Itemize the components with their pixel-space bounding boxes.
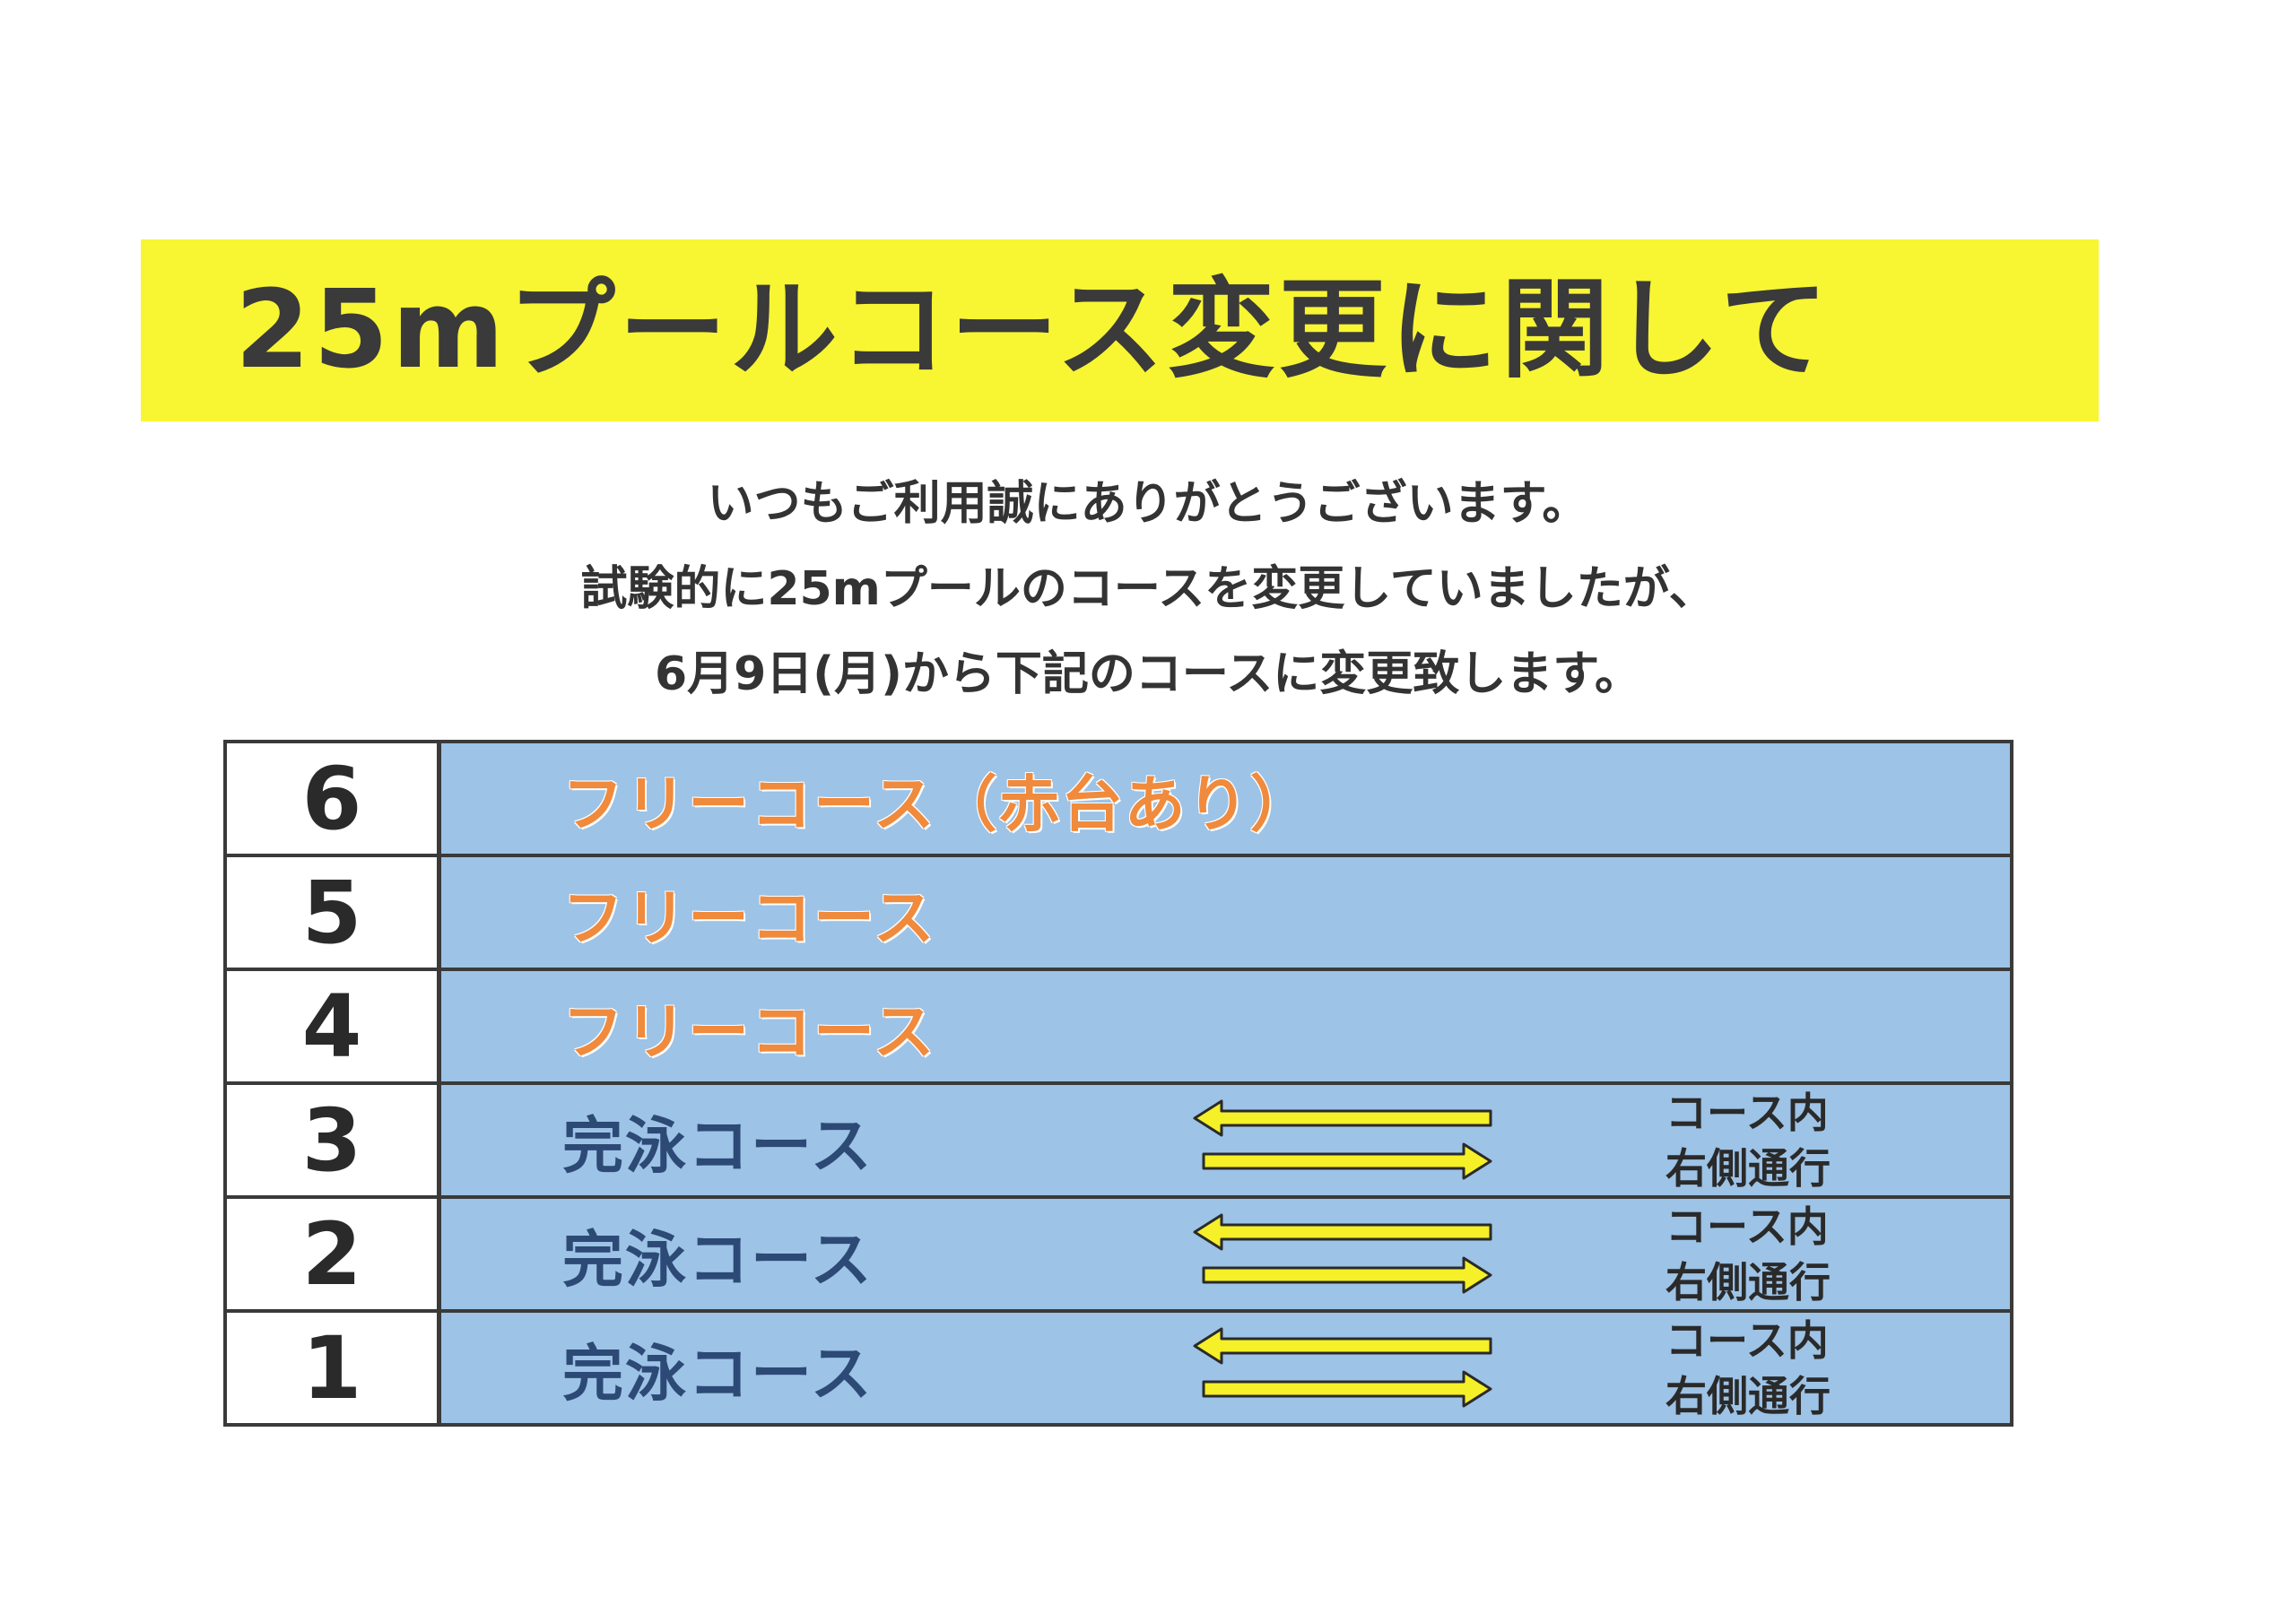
intro-text: いつもご利用誠にありがとうございます。 試験的に25mプールのコースを変更してい… <box>0 462 2296 717</box>
lane-note: コース内 右側通行 <box>1665 1313 1831 1423</box>
lane-number: 6 <box>227 743 441 854</box>
lane-row-2: 2 完泳コース コース内 右側通行 <box>227 1195 2010 1309</box>
lane-label: フリーコース（赤台あり） <box>562 769 1313 840</box>
lane-body: フリーコース <box>441 971 2010 1081</box>
lane-note-line2: 右側通行 <box>1665 1371 1831 1420</box>
lane-body: フリーコース <box>441 857 2010 968</box>
lane-note-line1: コース内 <box>1665 1202 1829 1251</box>
lane-row-1: 1 完泳コース コース内 右側通行 <box>227 1309 2010 1423</box>
intro-line-1: いつもご利用誠にありがとうございます。 <box>707 477 1589 531</box>
lane-number: 3 <box>227 1085 441 1195</box>
page-title: 25mプールコース変更に関して <box>235 267 1832 393</box>
lane-note: コース内 右側通行 <box>1665 1085 1831 1195</box>
lane-body: 完泳コース コース内 右側通行 <box>441 1199 2010 1309</box>
lane-row-5: 5 フリーコース <box>227 854 2010 968</box>
lane-body: 完泳コース コース内 右側通行 <box>441 1313 2010 1423</box>
lane-label: 完泳コース <box>562 1339 874 1410</box>
lane-label: フリーコース <box>562 997 936 1068</box>
title-banner: 25mプールコース変更に関して <box>141 239 2099 421</box>
lane-label: 完泳コース <box>562 1225 874 1296</box>
lane-note: コース内 右側通行 <box>1665 1199 1831 1309</box>
lane-number: 2 <box>227 1199 441 1309</box>
two-way-arrows-icon <box>1193 1099 1492 1180</box>
intro-line-3: 6月9日(月)から下記のコースに変更致します。 <box>654 647 1642 701</box>
lane-row-4: 4 フリーコース <box>227 968 2010 1081</box>
lane-note-line1: コース内 <box>1665 1315 1829 1365</box>
two-way-arrows-icon <box>1193 1213 1492 1294</box>
lane-body: 完泳コース コース内 右側通行 <box>441 1085 2010 1195</box>
lane-note-line2: 右側通行 <box>1665 1143 1831 1193</box>
lane-body: フリーコース（赤台あり） <box>441 743 2010 854</box>
lane-number: 4 <box>227 971 441 1081</box>
lane-label: 完泳コース <box>562 1111 874 1182</box>
two-way-arrows-icon <box>1193 1327 1492 1408</box>
lane-note-line1: コース内 <box>1665 1088 1829 1137</box>
lane-number: 1 <box>227 1313 441 1423</box>
lane-label: フリーコース <box>562 883 936 954</box>
lane-table: 6 フリーコース（赤台あり） 5 フリーコース 4 フリーコース 3 完泳コース… <box>223 740 2013 1427</box>
lane-row-6: 6 フリーコース（赤台あり） <box>227 743 2010 854</box>
lane-note-line2: 右側通行 <box>1665 1257 1831 1306</box>
intro-line-2: 試験的に25mプールのコースを変更していましたが、 <box>580 562 1716 616</box>
lane-number: 5 <box>227 857 441 968</box>
lane-row-3: 3 完泳コース コース内 右側通行 <box>227 1081 2010 1195</box>
